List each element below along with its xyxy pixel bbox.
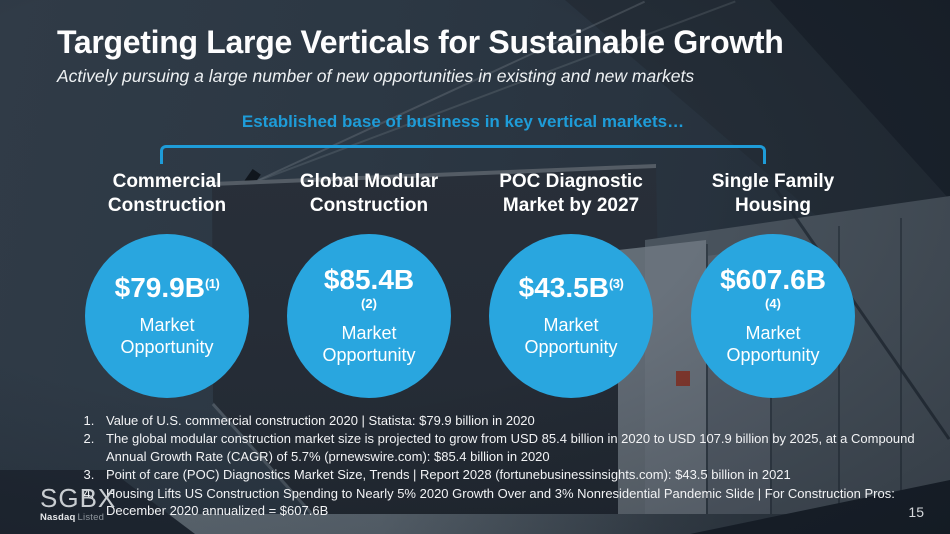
- logo-exchange-status: Listed: [77, 512, 105, 523]
- verticals-row: Commercial Construction $79.9B(1) Market…: [66, 170, 874, 398]
- logo-ticker: SGBX: [40, 483, 117, 513]
- vertical-column-single-family-housing: Single Family Housing $607.6B (4) Market…: [672, 170, 874, 398]
- slide-subtitle: Actively pursuing a large number of new …: [57, 66, 695, 86]
- market-value: $43.5B(3): [518, 271, 624, 303]
- page-number: 15: [908, 504, 924, 520]
- vertical-column-commercial-construction: Commercial Construction $79.9B(1) Market…: [66, 170, 268, 398]
- market-value: $79.9B(1): [114, 271, 220, 303]
- market-opportunity-circle: $85.4B (2) Market Opportunity: [287, 234, 451, 398]
- page-title: Targeting Large Verticals for Sustainabl…: [57, 24, 784, 60]
- market-opportunity-circle: $607.6B (4) Market Opportunity: [691, 234, 855, 398]
- logo-exchange: Nasdaq Listed: [40, 513, 116, 523]
- market-label: Market Opportunity: [726, 322, 820, 366]
- bg-panel-seam: [838, 226, 840, 534]
- vertical-column-poc-diagnostic: POC Diagnostic Market by 2027 $43.5B(3) …: [470, 170, 672, 398]
- footnote-ref: (4): [765, 295, 781, 311]
- market-value-text: $607.6B: [720, 263, 826, 295]
- vertical-title: Global Modular Construction: [299, 171, 439, 216]
- bg-ground-strip: [0, 514, 950, 534]
- market-label: Market Opportunity: [120, 314, 214, 358]
- market-value-text: $43.5B: [518, 271, 609, 303]
- logo-exchange-name: Nasdaq: [40, 512, 76, 523]
- bg-module-marking: [676, 371, 690, 386]
- market-opportunity-circle: $43.5B(3) Market Opportunity: [489, 234, 653, 398]
- market-opportunity-circle: $79.9B(1) Market Opportunity: [85, 234, 249, 398]
- sgbx-logo: SGBX Nasdaq Listed: [40, 485, 116, 523]
- market-value: $607.6B: [720, 263, 826, 295]
- vertical-title: Single Family Housing: [711, 171, 835, 216]
- footnote-3: Point of care (POC) Diagnostics Market S…: [98, 466, 934, 483]
- footnote-4: Housing Lifts US Construction Spending t…: [98, 485, 934, 520]
- market-label: Market Opportunity: [524, 314, 618, 358]
- market-value: $85.4B: [323, 263, 415, 295]
- vertical-title: Commercial Construction: [107, 171, 227, 216]
- market-label: Market Opportunity: [322, 322, 416, 366]
- bg-panel-seam: [900, 218, 902, 534]
- market-value-text: $85.4B: [323, 263, 415, 295]
- vertical-title: POC Diagnostic Market by 2027: [499, 171, 643, 216]
- footnote-ref: (2): [361, 295, 377, 311]
- footnote-ref: (3): [608, 275, 624, 291]
- footnote-ref: (1): [204, 275, 220, 291]
- footnote-2: The global modular construction market s…: [98, 430, 934, 465]
- vertical-column-global-modular-construction: Global Modular Construction $85.4B (2) M…: [268, 170, 470, 398]
- footnotes-list: Value of U.S. commercial construction 20…: [64, 412, 934, 520]
- market-value-text: $79.9B: [114, 271, 205, 303]
- bracket: [160, 145, 766, 164]
- bg-panel-seam: [706, 244, 708, 534]
- section-heading: Established base of business in key vert…: [241, 112, 685, 131]
- footnote-1: Value of U.S. commercial construction 20…: [98, 412, 934, 429]
